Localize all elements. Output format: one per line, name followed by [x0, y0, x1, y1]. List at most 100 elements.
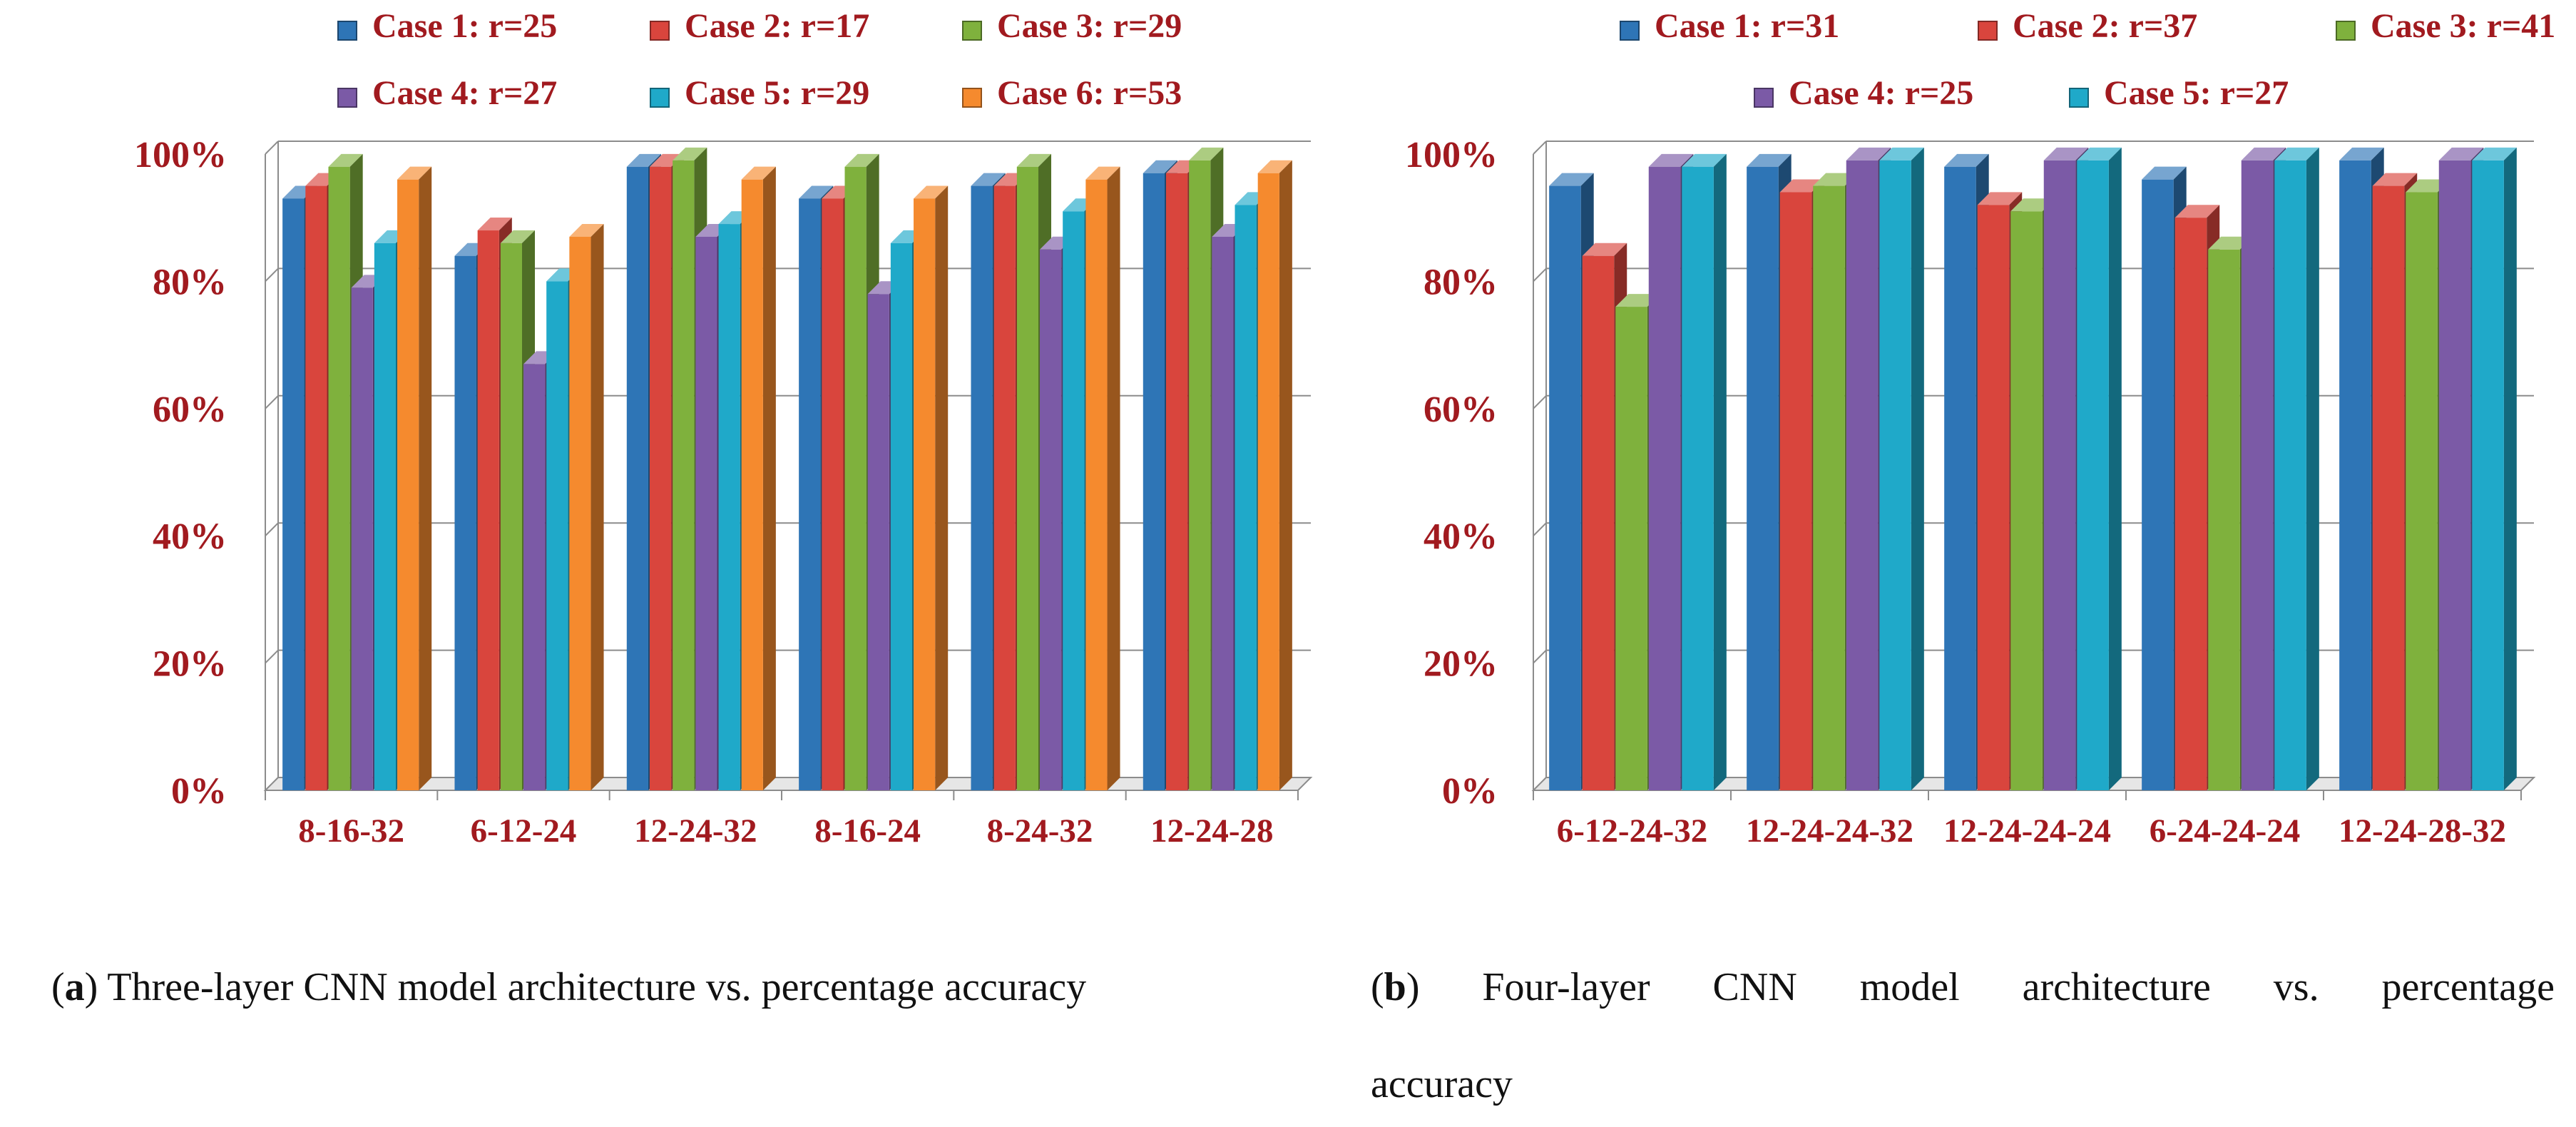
bar-top [1143, 160, 1177, 173]
x-tick-label: 12-24-24-24 [1943, 812, 2111, 850]
y-tick-label: 100% [1405, 135, 1498, 175]
bar-top [649, 153, 685, 167]
bar-front [282, 198, 305, 790]
gridline-side [1533, 267, 1547, 282]
bar-side [762, 166, 776, 790]
bar-side [591, 223, 604, 791]
bar-top [1747, 153, 1792, 167]
bar-front [305, 185, 327, 791]
bar-front [523, 364, 546, 790]
legend-entry: Case 2: r=17 [650, 7, 869, 45]
bar-side [419, 166, 432, 790]
bar-front [971, 185, 993, 791]
bar-front [1235, 205, 1257, 790]
bar-front [1615, 307, 1647, 791]
bar-front [1879, 160, 1911, 791]
bar-top [2339, 147, 2384, 160]
bar-front [1063, 211, 1085, 790]
legend-label: Case 5: r=29 [685, 74, 869, 112]
bar-side [935, 185, 949, 790]
bar-front [1212, 236, 1234, 791]
legend-swatch [1754, 88, 1774, 108]
gridline-side [1533, 522, 1547, 536]
legend-label: Case 1: r=31 [1655, 7, 1839, 45]
bar-front [1143, 173, 1165, 790]
bar-front [2010, 211, 2043, 790]
legend-swatch [2069, 88, 2089, 108]
bar-top [626, 153, 661, 167]
bar [2077, 147, 2122, 791]
bar-front [1189, 160, 1211, 791]
bar-front [2043, 160, 2076, 791]
bar-front [2174, 218, 2207, 790]
bar-front [477, 230, 499, 790]
bar [741, 166, 776, 790]
gridline-side [265, 141, 279, 155]
bar-top [2142, 166, 2187, 180]
bar-top [1189, 147, 1224, 160]
bar-front [799, 198, 821, 790]
bar-top [397, 166, 432, 180]
bar-side [2306, 147, 2319, 791]
bar-front [1257, 173, 1279, 790]
bar-front [1977, 205, 2010, 790]
gridline-side [265, 522, 279, 536]
gridline-side [1533, 395, 1547, 409]
bar-front [993, 185, 1016, 791]
bar [2472, 147, 2517, 791]
bar-front [1944, 166, 1976, 791]
y-tick-label: 0% [171, 771, 227, 812]
bar-front [2142, 179, 2174, 790]
legend-swatch [650, 88, 670, 108]
legend-label: Case 6: r=53 [997, 74, 1182, 112]
bar-front [2274, 160, 2306, 791]
bar-front [1582, 255, 1615, 791]
gridline-side [1533, 649, 1547, 664]
legend-swatch [337, 21, 357, 41]
bar-side [1107, 166, 1120, 790]
bar-side [1713, 153, 1727, 791]
bar-top [799, 185, 834, 199]
bar [1879, 147, 1924, 791]
legend-entry: Case 1: r=25 [337, 7, 557, 45]
legend-entry: Case 3: r=29 [962, 7, 1182, 45]
x-tick-label: 12-24-28-32 [2339, 812, 2506, 850]
bar-front [1165, 173, 1188, 790]
bar-top [1549, 173, 1594, 186]
legend-entry: Case 4: r=25 [1754, 74, 1973, 112]
bar-side [1911, 147, 1924, 791]
bar [1085, 166, 1120, 790]
legend-label: Case 3: r=29 [997, 7, 1182, 45]
x-tick-label: 12-24-32 [634, 812, 757, 850]
bar-front [1648, 166, 1681, 791]
bar-top [1016, 153, 1051, 167]
bar-front [695, 236, 717, 791]
bar-top [2174, 205, 2220, 218]
y-tick-label: 60% [1424, 389, 1498, 430]
bar-front [890, 243, 913, 790]
bar-top [477, 218, 512, 231]
bar-front [626, 166, 648, 791]
bar-front [718, 224, 740, 790]
chart-panel-b: 0% 20% 40% 60% 80% 100% 6-12-24-32 12-24-24-32 1… [1405, 7, 2555, 850]
chart-panel-a: 0% 20% 40% 60% 80% 100% 8-16-32 6-12-24 12-24-32… [134, 7, 1313, 850]
x-tick-label: 8-24-32 [987, 812, 1093, 850]
bar [569, 223, 604, 791]
legend-swatch [2336, 21, 2356, 41]
bar-front [397, 179, 419, 790]
bar-top [1977, 192, 2023, 205]
legend-label: Case 2: r=17 [685, 7, 869, 45]
bar-top [2043, 147, 2089, 160]
bar-top [1582, 243, 1627, 256]
bar-front [374, 243, 397, 790]
legend-label: Case 3: r=41 [2371, 7, 2555, 45]
legend-entry: Case 4: r=27 [337, 74, 557, 112]
bar-front [1779, 192, 1812, 790]
bar-front [569, 236, 591, 791]
bar-front [2372, 185, 2405, 791]
bar-front [2208, 249, 2240, 790]
legend-entry: Case 1: r=31 [1620, 7, 1839, 45]
y-tick-label: 0% [1442, 771, 1498, 812]
bar-top [1257, 160, 1292, 173]
